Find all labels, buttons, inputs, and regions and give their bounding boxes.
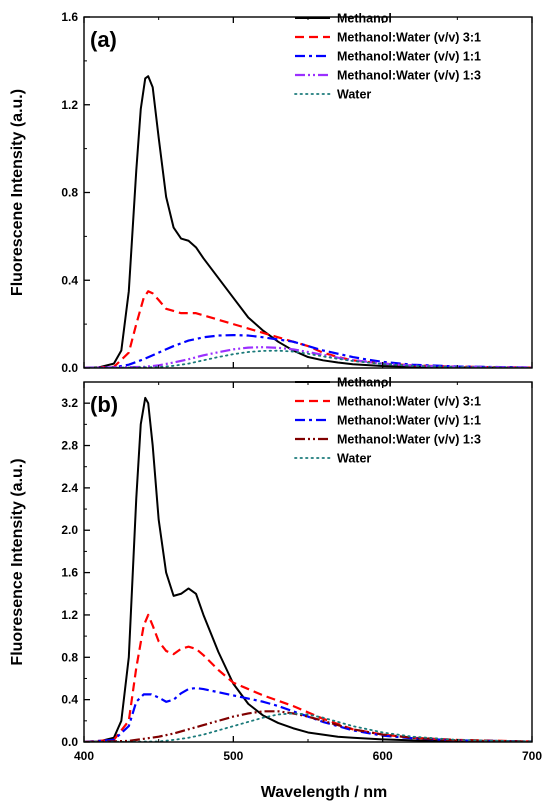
series-line-4 [84,346,532,368]
x-tick-label: 700 [522,749,542,763]
series-line-1 [84,75,532,368]
legend-entry: Water [337,452,371,466]
y-tick-label: 2.8 [61,439,78,453]
series-group [84,75,532,368]
series-line-3 [84,686,532,742]
legend: Methanol Methanol:Water (v/v) 3:1 Methanol… [294,12,481,102]
y-tick-label: 1.6 [61,566,78,580]
legend-entry: Methanol [337,376,392,390]
legend-entry: Methanol:Water (v/v) 1:1 [337,414,481,428]
series-line-2 [84,613,532,742]
legend-entry: Methanol [337,12,392,26]
panel-label: (b) [90,392,118,417]
legend-entry: Water [337,88,371,102]
legend-entry: Methanol:Water (v/v) 1:3 [337,69,481,83]
x-tick-label: 600 [373,749,393,763]
panel-b: 0.0 0.4 0.8 1.2 1.6 2.0 2.4 2.8 3.2 400 500 600 700 (… [9,376,542,801]
y-tick-label: 1.2 [61,98,78,112]
y-tick-label: 0.0 [61,361,78,375]
legend-entry: Methanol:Water (v/v) 3:1 [337,31,481,45]
legend-entry: Methanol:Water (v/v) 1:3 [337,433,481,447]
y-axis-title: Fluorescene Intensity (a.u.) [9,89,26,296]
series-line-3 [84,333,532,368]
y-tick-label: 2.0 [61,523,78,537]
y-tick-label: 1.6 [61,10,78,24]
y-tick-label: 0.4 [61,273,78,287]
series-line-4 [84,710,532,742]
panel-label: (a) [90,27,117,52]
y-tick-label: 3.2 [61,396,78,410]
legend: Methanol Methanol:Water (v/v) 3:1 Methanol… [294,376,481,466]
x-tick-label: 400 [74,749,94,763]
y-tick-label: 0.8 [61,650,78,664]
y-tick-label: 1.2 [61,608,78,622]
series-group [84,396,532,742]
x-tick-label: 500 [223,749,243,763]
legend-entry: Methanol:Water (v/v) 1:1 [337,50,481,64]
y-tick-label: 0.4 [61,693,78,707]
panel-a: 0.0 0.4 0.8 1.2 1.6 (a) Fluorescene Intensity … [9,10,533,375]
y-tick-label: 2.4 [61,481,78,495]
y-axis-title: Fluoresence Intensity (a.u.) [9,458,26,665]
y-tick-label: 0.0 [61,735,78,749]
series-line-5 [84,712,532,742]
y-tick-label: 0.8 [61,186,78,200]
x-axis-title: Wavelength / nm [261,784,388,801]
series-line-1 [84,396,532,742]
legend-entry: Methanol:Water (v/v) 3:1 [337,395,481,409]
series-line-2 [84,290,532,368]
series-line-5 [84,349,532,368]
